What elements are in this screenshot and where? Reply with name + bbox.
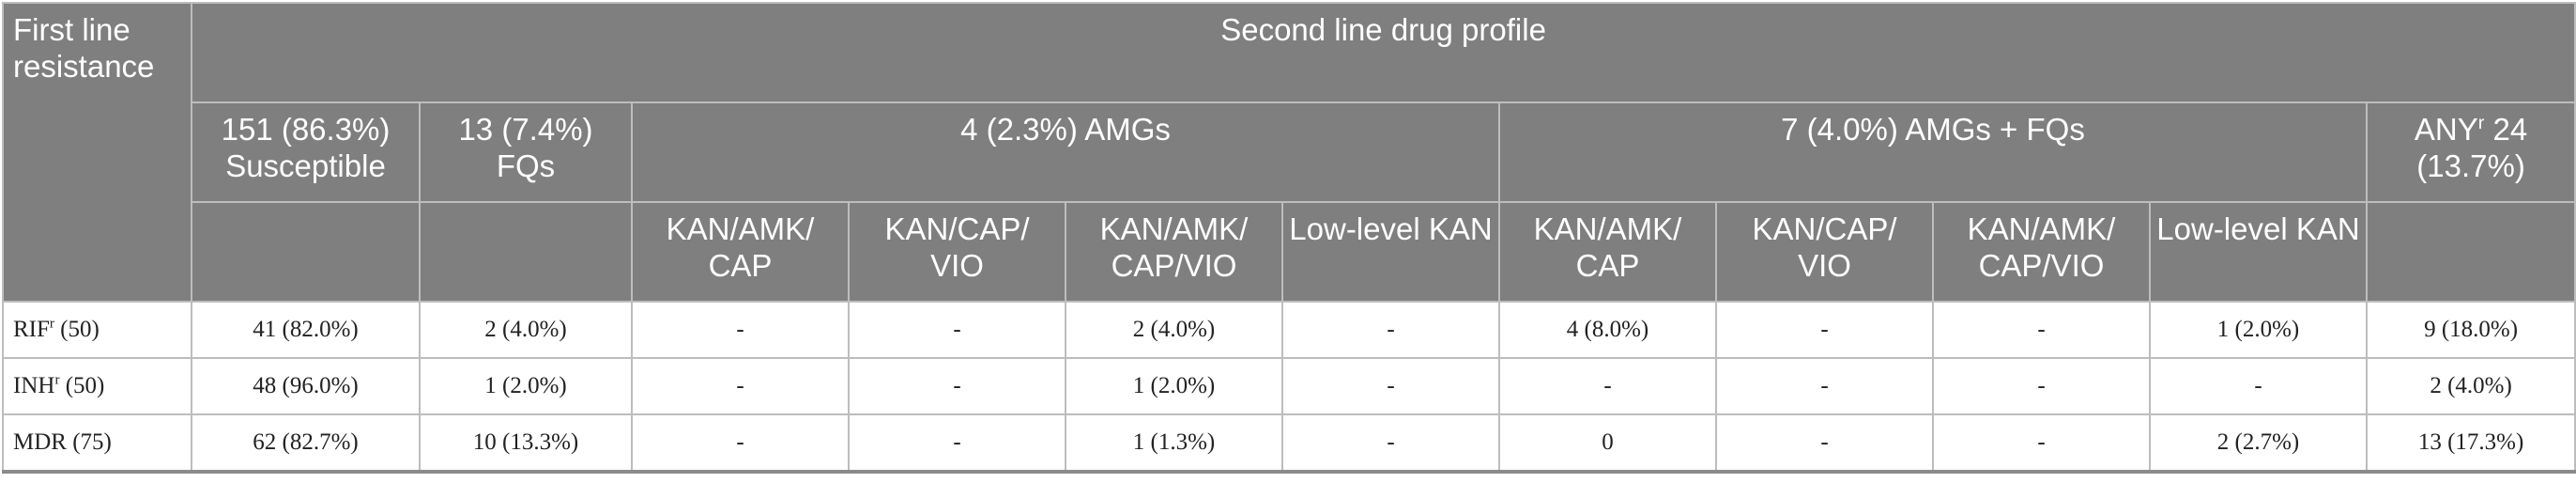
header-amgs-fqs-kan-amk-cap-vio: KAN/AMK/ CAP/VIO: [1932, 201, 2151, 303]
header-fqs: 13 (7.4%) FQs: [419, 101, 633, 203]
header-amgs-kan-amk-cap: KAN/AMK/ CAP: [631, 201, 850, 303]
header-amgs: 4 (2.3%) AMGs: [631, 101, 1500, 203]
header-amgs-low-level-kan: Low-level KAN: [1281, 201, 1500, 303]
table-cell: -: [1932, 301, 2151, 359]
table-cell: 13 (17.3%): [2365, 413, 2576, 474]
header-amgs-kan-amk-cap-vio: KAN/AMK/ CAP/VIO: [1065, 201, 1283, 303]
header-susceptible: 151 (86.3%) Susceptible: [191, 101, 421, 203]
table-cell: 48 (96.0%): [191, 357, 421, 415]
table-cell: -: [1281, 357, 1500, 415]
header-susceptible-sub: [191, 201, 421, 303]
header-any-prefix: ANY: [2414, 112, 2478, 147]
row-label-suffix: (50): [54, 317, 100, 342]
row-label-text: RIF: [13, 317, 50, 342]
row-label-text: INH: [13, 373, 55, 398]
table-cell: -: [1281, 301, 1500, 359]
table-cell: 2 (4.0%): [419, 301, 633, 359]
table-cell: -: [1932, 413, 2151, 474]
row-label-text: MDR (75): [13, 429, 112, 455]
table-cell: -: [1715, 301, 1934, 359]
table-body: RIFr (50) 41 (82.0%) 2 (4.0%) - - 2 (4.0…: [2, 301, 2576, 474]
table-cell: 4 (8.0%): [1498, 301, 1717, 359]
header-amgs-fqs-low-level-kan: Low-level KAN: [2149, 201, 2368, 303]
header-first-line-resistance: First line resistance: [2, 2, 192, 303]
row-label: INHr (50): [2, 357, 192, 415]
row-label: MDR (75): [2, 413, 192, 474]
table-header: First line resistance Second line drug p…: [2, 2, 2576, 303]
table-cell: -: [1498, 357, 1717, 415]
row-label-suffix: (50): [59, 373, 105, 398]
header-any-resistance: ANYr 24 (13.7%): [2365, 101, 2576, 203]
table-cell: -: [2149, 357, 2368, 415]
header-amgs-fqs-kan-cap-vio: KAN/CAP/ VIO: [1715, 201, 1934, 303]
table-cell: 9 (18.0%): [2365, 301, 2576, 359]
table-cell: -: [1281, 413, 1500, 474]
drug-resistance-table: First line resistance Second line drug p…: [2, 2, 2576, 474]
table-row: INHr (50) 48 (96.0%) 1 (2.0%) - - 1 (2.0…: [2, 357, 2576, 415]
header-any-sup: r: [2477, 113, 2485, 133]
row-label-sup: r: [49, 316, 54, 332]
table-cell: 10 (13.3%): [419, 413, 633, 474]
table-row: MDR (75) 62 (82.7%) 10 (13.3%) - - 1 (1.…: [2, 413, 2576, 474]
row-label-sup: r: [54, 372, 60, 388]
table-cell: 1 (2.0%): [419, 357, 633, 415]
table-cell: 0: [1498, 413, 1717, 474]
table-row: RIFr (50) 41 (82.0%) 2 (4.0%) - - 2 (4.0…: [2, 301, 2576, 359]
table-cell: 2 (4.0%): [1065, 301, 1283, 359]
row-label: RIFr (50): [2, 301, 192, 359]
header-amgs-kan-cap-vio: KAN/CAP/ VIO: [848, 201, 1066, 303]
table-cell: -: [1715, 413, 1934, 474]
table-cell: -: [631, 357, 850, 415]
header-amgs-fqs-kan-amk-cap: KAN/AMK/ CAP: [1498, 201, 1717, 303]
table-cell: 2 (4.0%): [2365, 357, 2576, 415]
header-any-sub: [2365, 201, 2576, 303]
table-cell: -: [848, 357, 1066, 415]
header-any-suffix: 24 (13.7%): [2416, 112, 2528, 183]
table-cell: -: [1715, 357, 1934, 415]
table-cell: 1 (2.0%): [2149, 301, 2368, 359]
table-cell: 1 (2.0%): [1065, 357, 1283, 415]
table-cell: -: [848, 301, 1066, 359]
header-amgs-fqs: 7 (4.0%) AMGs + FQs: [1498, 101, 2368, 203]
table-cell: -: [631, 301, 850, 359]
table-cell: 1 (1.3%): [1065, 413, 1283, 474]
header-fqs-sub: [419, 201, 633, 303]
table-cell: -: [1932, 357, 2151, 415]
table-cell: 62 (82.7%): [191, 413, 421, 474]
header-second-line-drug-profile: Second line drug profile: [190, 2, 2576, 103]
table-cell: -: [848, 413, 1066, 474]
table-cell: 41 (82.0%): [191, 301, 421, 359]
table-cell: -: [631, 413, 850, 474]
table-cell: 2 (2.7%): [2149, 413, 2368, 474]
